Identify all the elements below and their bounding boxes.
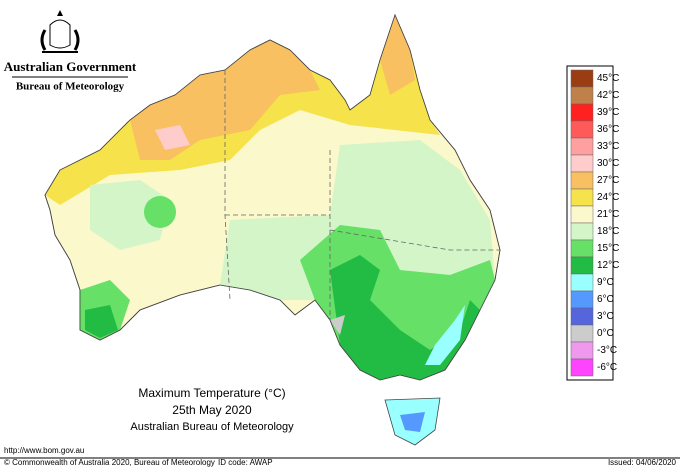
legend-swatch — [570, 307, 594, 326]
footer-url: http://www.bom.gov.au — [4, 446, 84, 455]
legend-swatch — [570, 103, 594, 122]
legend-label: 30°C — [597, 158, 619, 169]
legend-label: 0°C — [597, 328, 614, 339]
legend-label: 36°C — [597, 124, 619, 135]
legend-swatch — [570, 154, 594, 173]
legend-label: 45°C — [597, 73, 619, 84]
legend-label: 39°C — [597, 107, 619, 118]
legend-label: 6°C — [597, 294, 614, 305]
legend-swatch — [570, 205, 594, 224]
footer-copyright: © Commonwealth of Australia 2020, Bureau… — [4, 458, 215, 467]
crest — [40, 10, 80, 53]
legend-swatch — [570, 69, 594, 88]
legend-label: 15°C — [597, 243, 619, 254]
legend-label: 12°C — [597, 260, 619, 271]
header-subtitle: Bureau of Meteorology — [16, 81, 125, 93]
legend-label: 42°C — [597, 90, 619, 101]
map-date: 25th May 2020 — [172, 403, 252, 417]
legend-label: 21°C — [597, 209, 619, 220]
footer-issued: Issued: 04/06/2020 — [608, 458, 677, 467]
legend-swatch — [570, 222, 594, 241]
legend: 45°C 42°C 39°C 36°C 33°C 30°C 27°C 24°C 21°C 18°C… — [570, 69, 619, 377]
legend-swatch — [570, 86, 594, 105]
legend-swatch — [570, 188, 594, 207]
legend-label: 9°C — [597, 277, 614, 288]
legend-swatch — [570, 341, 594, 360]
map-source: Australian Bureau of Meteorology — [130, 421, 294, 433]
legend-swatch — [570, 290, 594, 309]
legend-swatch — [570, 273, 594, 292]
legend-label: 3°C — [597, 311, 614, 322]
legend-label: 18°C — [597, 226, 619, 237]
legend-swatch — [570, 171, 594, 190]
legend-label: 27°C — [597, 175, 619, 186]
legend-swatch — [570, 239, 594, 258]
legend-label: 33°C — [597, 141, 619, 152]
legend-label: -6°C — [597, 362, 617, 373]
header-title: Australian Government — [4, 59, 137, 74]
legend-label: 24°C — [597, 192, 619, 203]
australia-map — [44, 13, 501, 446]
legend-swatch — [570, 324, 594, 343]
map-title: Maximum Temperature (°C) — [138, 386, 285, 400]
legend-swatch — [570, 120, 594, 139]
legend-label: -3°C — [597, 345, 617, 356]
legend-swatch — [570, 358, 594, 377]
legend-swatch — [570, 137, 594, 156]
footer-id: ID code: AWAP — [218, 458, 273, 467]
legend-swatch — [570, 256, 594, 275]
